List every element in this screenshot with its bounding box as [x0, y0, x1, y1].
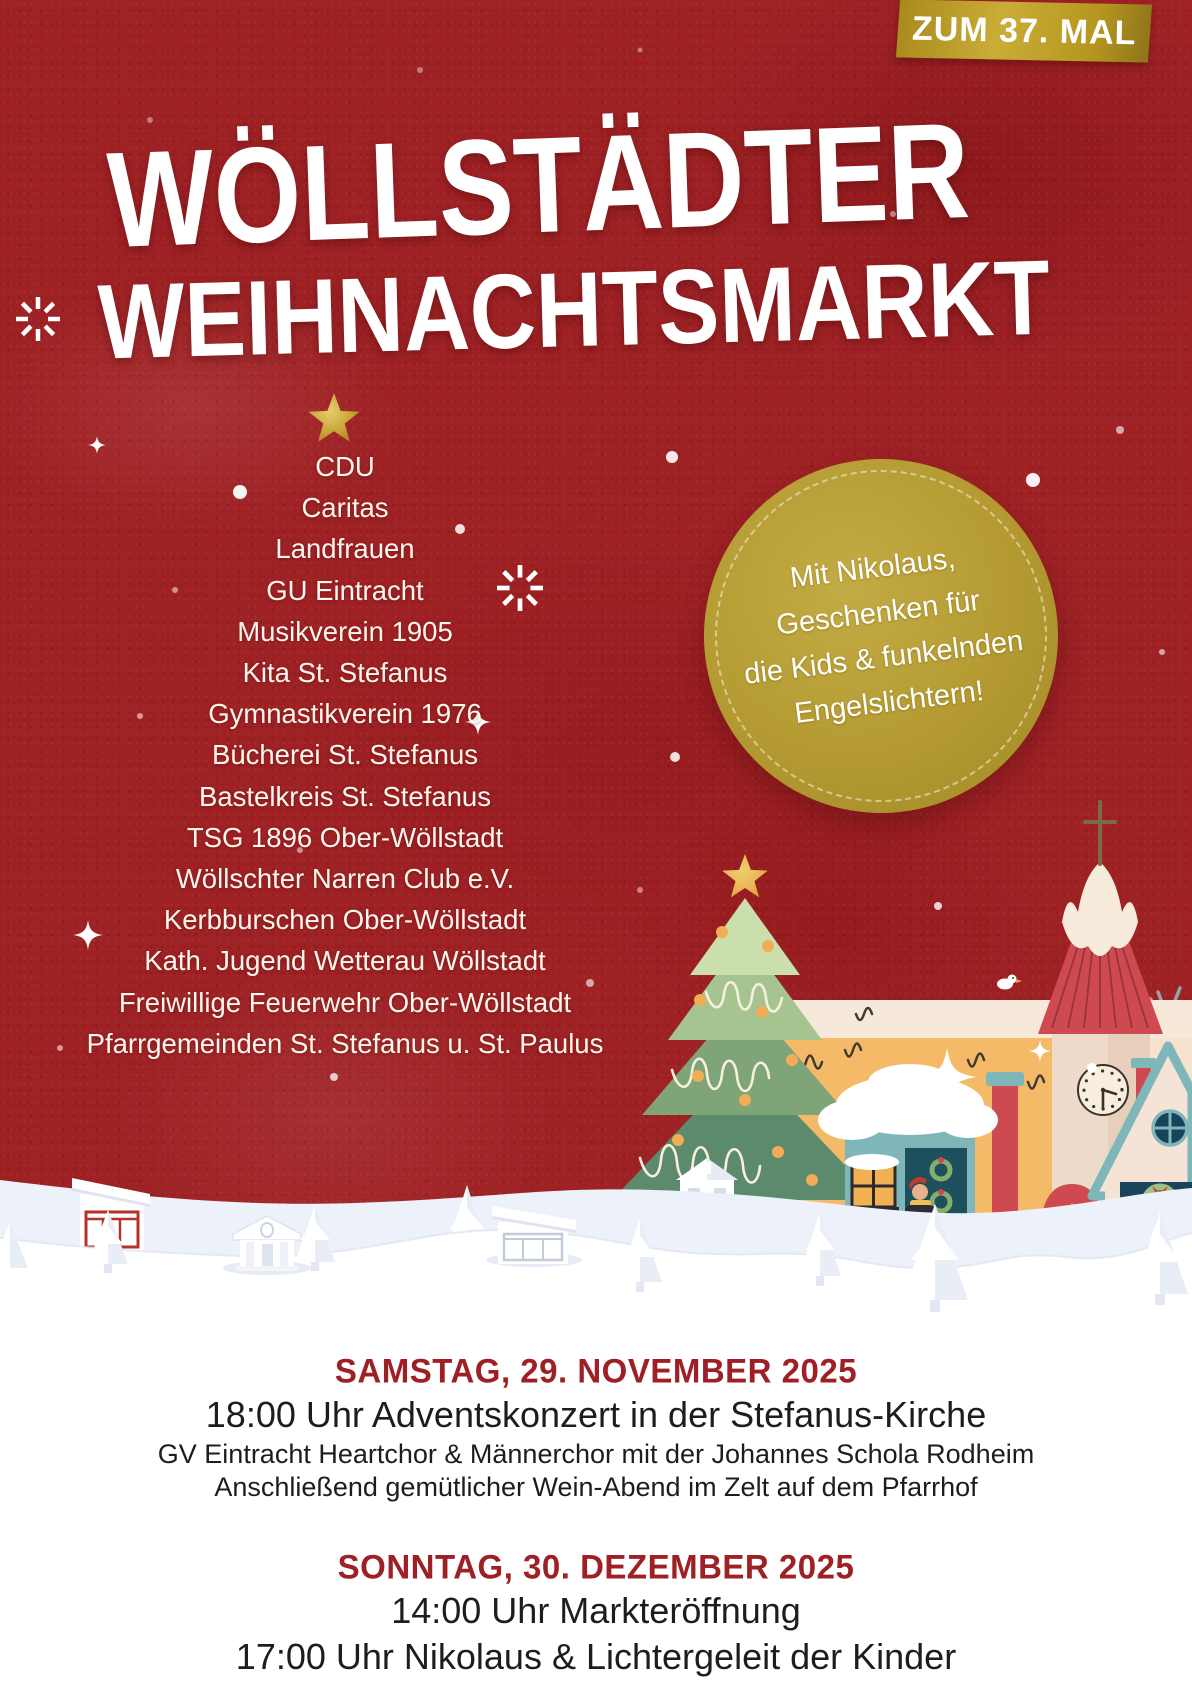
- event-main-line: 14:00 Uhr Markteröffnung: [391, 1590, 801, 1631]
- edition-badge: ZUM 37. MAL: [895, 0, 1153, 63]
- snow-roof: [818, 1064, 998, 1140]
- participant-item: GU Eintracht: [266, 574, 424, 606]
- bird-icon: [997, 974, 1022, 990]
- gold-star-icon: [308, 393, 360, 442]
- diamond-sparkle-icon: [465, 709, 491, 735]
- event-detail-line: Anschließend gemütlicher Wein-Abend im Z…: [214, 1472, 978, 1502]
- participants-list: CDU Caritas Landfrauen GU Eintracht Musi…: [40, 446, 650, 1064]
- schedule-section: SAMSTAG, 29. NOVEMBER 2025 18:00 Uhr Adv…: [0, 1340, 1192, 1692]
- column-building: [223, 1215, 311, 1275]
- tree-topper-star: [722, 854, 768, 898]
- participant-item: Wöllschter Narren Club e.V.: [175, 863, 515, 895]
- diamond-sparkle-icon: [88, 436, 106, 454]
- chimney: [986, 1072, 1024, 1224]
- participant-item: CDU: [315, 451, 375, 482]
- participant-item: TSG 1896 Ober-Wöllstadt: [186, 821, 504, 853]
- participant-item: Caritas: [301, 492, 389, 524]
- paper-trees: [0, 1204, 1188, 1312]
- event-saturday: SAMSTAG, 29. NOVEMBER 2025 18:00 Uhr Adv…: [0, 1340, 1192, 1504]
- white-stall-right: [486, 1206, 582, 1267]
- edition-badge-label: ZUM 37. MAL: [911, 9, 1137, 52]
- diamond-sparkle-icon: [73, 920, 103, 950]
- participant-item: Gymnastikverein 1976: [208, 698, 482, 730]
- participant-item: Kita St. Stefanus: [242, 657, 448, 689]
- event-main-line: 17:00 Uhr Nikolaus & Lichtergeleit der K…: [235, 1636, 957, 1677]
- participant-item: Musikverein 1905: [237, 615, 453, 647]
- diamond-sparkle-icon: [1029, 1040, 1051, 1062]
- clock-icon: [1077, 1063, 1129, 1116]
- event-heading: SAMSTAG, 29. NOVEMBER 2025: [334, 1351, 858, 1390]
- christmas-village-illustration: [0, 800, 1192, 1340]
- christmas-tree: [612, 854, 878, 1200]
- burst-sparkle-icon: [497, 565, 543, 611]
- participant-item: Freiwillige Feuerwehr Ober-Wöllstadt: [118, 986, 572, 1018]
- event-heading: SONNTAG, 30. DEZEMBER 2025: [337, 1547, 855, 1586]
- highlight-badge: Mit Nikolaus, Geschenken für die Kids & …: [683, 438, 1079, 834]
- event-sunday: SONNTAG, 30. DEZEMBER 2025 14:00 Uhr Mar…: [0, 1504, 1192, 1680]
- burst-sparkle-icon: [16, 297, 60, 341]
- participant-item: Bastelkreis St. Stefanus: [199, 780, 491, 812]
- event-detail-line: GV Eintracht Heartchor & Männerchor mit …: [157, 1439, 1035, 1469]
- cross-icon: [1083, 800, 1117, 866]
- poster-title: WÖLLSTÄDTER WEIHNACHTSMARKT: [97, 94, 1052, 374]
- participant-item: Kerbburschen Ober-Wöllstadt: [163, 904, 527, 936]
- event-main-line: 18:00 Uhr Adventskonzert in der Stefanus…: [205, 1394, 987, 1435]
- participant-item: Pfarrgemeinden St. Stefanus u. St. Paulu…: [86, 1027, 604, 1059]
- participant-item: Kath. Jugend Wetterau Wöllstadt: [144, 945, 546, 977]
- title-line2: WEIHNACHTSMARKT: [97, 239, 1052, 374]
- participant-item: Landfrauen: [275, 533, 415, 565]
- title-line1: WÖLLSTÄDTER: [105, 94, 972, 276]
- participant-item: Bücherei St. Stefanus: [212, 739, 478, 771]
